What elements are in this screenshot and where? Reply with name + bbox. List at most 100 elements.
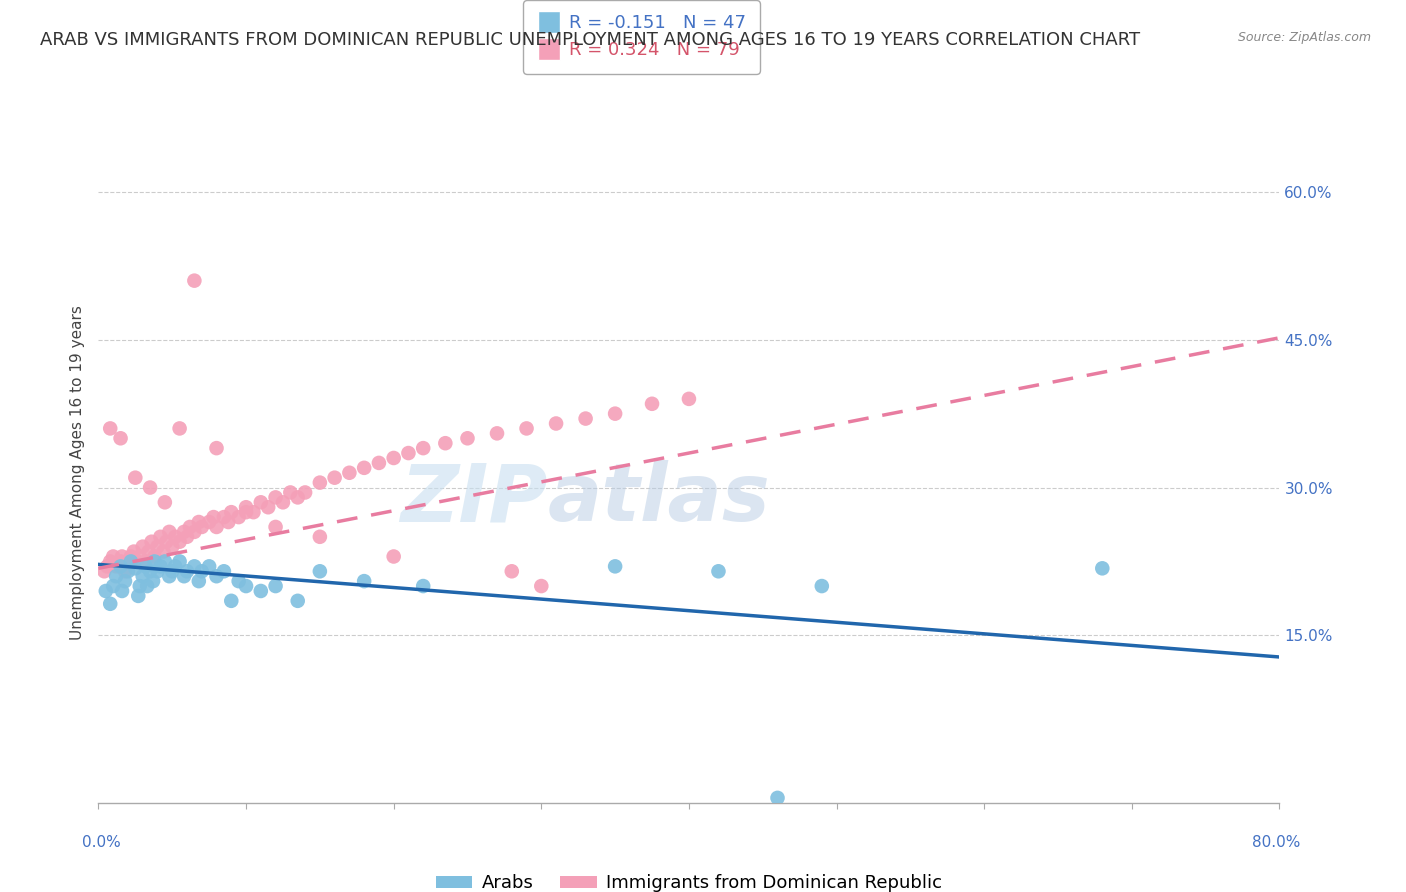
Point: [309, 530, 332, 544]
Point: [323, 471, 346, 485]
Point: [242, 505, 264, 519]
Point: [94, 584, 117, 599]
Point: [114, 574, 136, 588]
Point: [205, 441, 228, 455]
Point: [149, 559, 172, 574]
Point: [135, 554, 157, 568]
Point: [486, 426, 509, 441]
Text: Source: ZipAtlas.com: Source: ZipAtlas.com: [1237, 31, 1371, 45]
Point: [530, 579, 553, 593]
Point: [110, 559, 132, 574]
Point: [183, 559, 205, 574]
Point: [110, 554, 132, 568]
Point: [105, 559, 128, 574]
Point: [810, 579, 832, 593]
Point: [105, 569, 128, 583]
Point: [368, 456, 391, 470]
Point: [132, 540, 155, 554]
Point: [250, 495, 273, 509]
Point: [103, 579, 125, 593]
Point: [678, 392, 700, 406]
Point: [191, 564, 214, 578]
Point: [152, 544, 174, 558]
Point: [120, 554, 142, 568]
Point: [191, 520, 214, 534]
Point: [173, 524, 195, 539]
Point: [146, 564, 169, 578]
Point: [153, 554, 176, 568]
Point: [294, 485, 316, 500]
Point: [515, 421, 537, 435]
Point: [766, 790, 789, 805]
Point: [235, 579, 257, 593]
Point: [128, 549, 150, 564]
Point: [169, 421, 191, 435]
Point: [278, 485, 302, 500]
Point: [228, 574, 250, 588]
Point: [1091, 561, 1114, 575]
Point: [155, 534, 177, 549]
Point: [264, 491, 287, 505]
Point: [456, 431, 478, 445]
Point: [165, 559, 187, 574]
Point: [179, 520, 201, 534]
Point: [202, 510, 225, 524]
Point: [125, 554, 148, 568]
Point: [162, 564, 183, 578]
Point: [605, 559, 627, 574]
Point: [219, 594, 242, 608]
Point: [153, 495, 176, 509]
Point: [205, 520, 228, 534]
Point: [605, 407, 627, 421]
Point: [353, 574, 375, 588]
Point: [396, 446, 419, 460]
Point: [149, 530, 172, 544]
Point: [135, 559, 157, 574]
Point: [128, 579, 150, 593]
Point: [103, 549, 125, 564]
Point: [235, 500, 257, 515]
Point: [98, 597, 121, 611]
Point: [117, 554, 139, 568]
Point: [187, 515, 209, 529]
Point: [146, 540, 169, 554]
Point: [124, 471, 146, 485]
Point: [546, 417, 568, 431]
Point: [217, 515, 239, 529]
Point: [117, 564, 139, 578]
Point: [412, 579, 434, 593]
Point: [501, 564, 523, 578]
Point: [176, 564, 198, 578]
Point: [271, 495, 294, 509]
Point: [143, 549, 166, 564]
Point: [141, 534, 163, 549]
Point: [205, 569, 228, 583]
Point: [124, 561, 146, 575]
Point: [382, 450, 405, 465]
Point: [111, 584, 134, 599]
Point: [187, 574, 209, 588]
Point: [173, 569, 195, 583]
Point: [219, 505, 242, 519]
Point: [132, 569, 155, 583]
Y-axis label: Unemployment Among Ages 16 to 19 years: Unemployment Among Ages 16 to 19 years: [69, 305, 84, 640]
Point: [169, 554, 191, 568]
Text: ARAB VS IMMIGRANTS FROM DOMINICAN REPUBLIC UNEMPLOYMENT AMONG AGES 16 TO 19 YEAR: ARAB VS IMMIGRANTS FROM DOMINICAN REPUBL…: [41, 31, 1140, 49]
Point: [176, 530, 198, 544]
Point: [339, 466, 360, 480]
Point: [412, 441, 434, 455]
Point: [98, 554, 121, 568]
Point: [127, 589, 149, 603]
Point: [264, 520, 287, 534]
Point: [287, 491, 309, 505]
Text: 80.0%: 80.0%: [1253, 836, 1301, 850]
Point: [235, 505, 257, 519]
Point: [122, 544, 145, 558]
Point: [120, 549, 142, 564]
Point: [139, 564, 162, 578]
Point: [198, 515, 221, 529]
Point: [162, 540, 183, 554]
Point: [641, 397, 664, 411]
Point: [257, 500, 280, 515]
Text: atlas: atlas: [547, 460, 770, 538]
